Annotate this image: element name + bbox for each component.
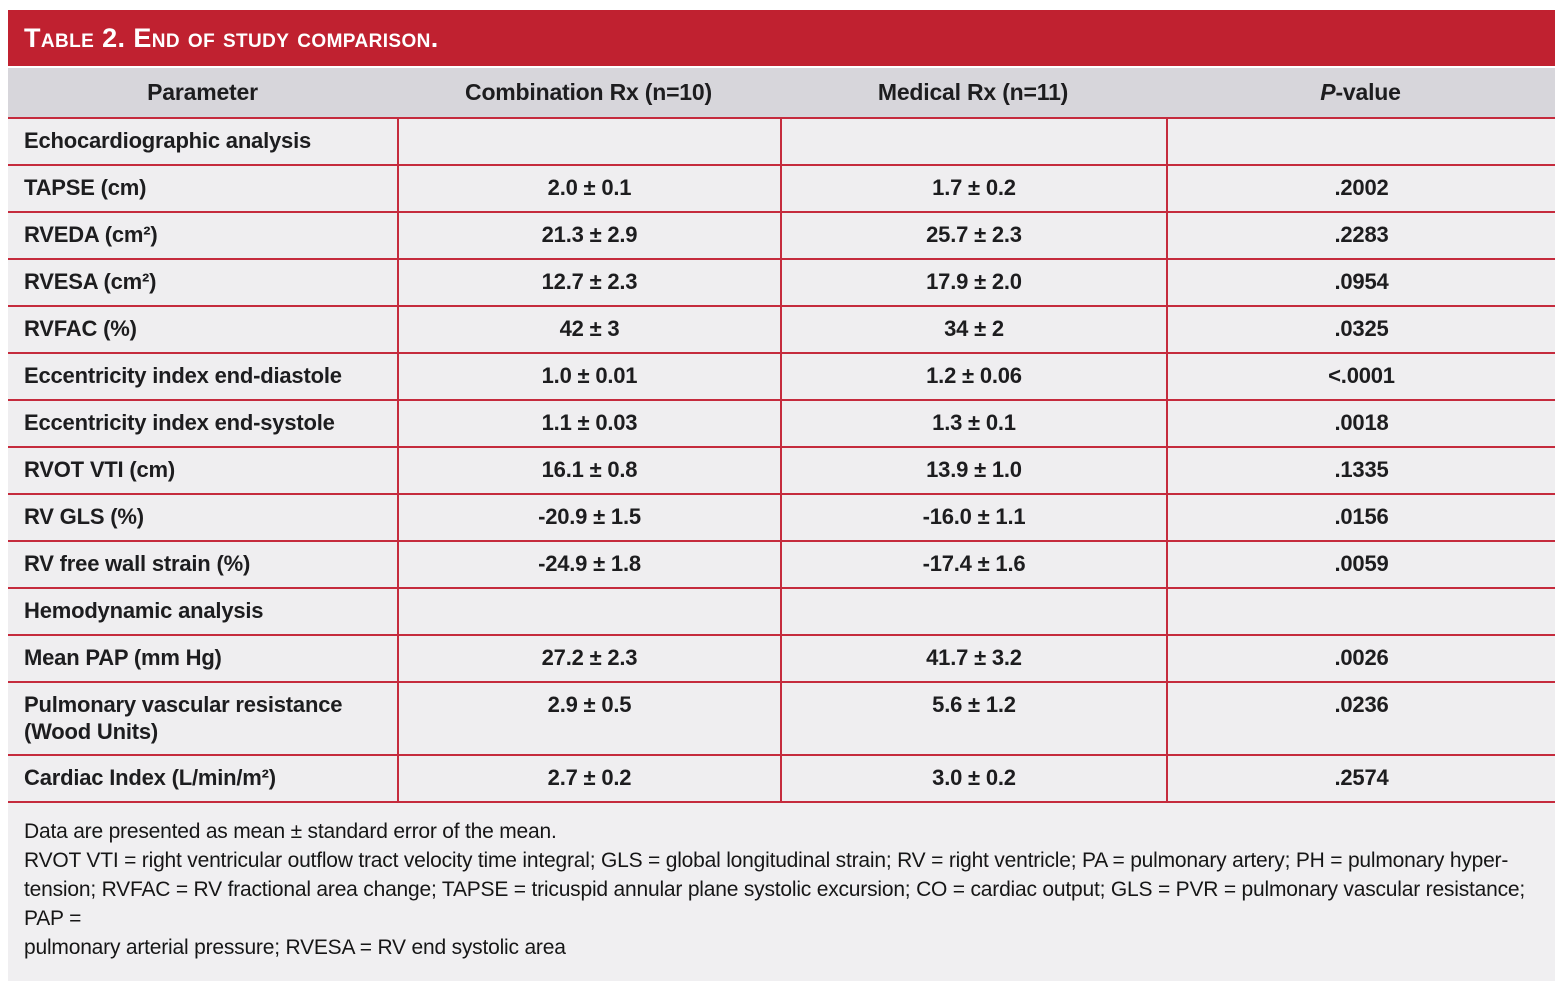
table-row: RVOT VTI (cm) 16.1 ± 0.8 13.9 ± 1.0.1335 [8, 448, 1555, 495]
row-parameter-label: Eccentricity index end-systole [24, 410, 335, 436]
p-value-cell: .0325 [1166, 307, 1555, 352]
combination-rx-value: 1.0 ± 0.01 [397, 354, 780, 399]
medical-rx-value: 1.7 ± 0.2 [780, 166, 1166, 211]
combination-rx-value: 2.9 ± 0.5 [397, 683, 780, 754]
p-value-cell: .0236 [1166, 683, 1555, 754]
p-value-rest: -value [1335, 79, 1401, 105]
combination-rx-value: -24.9 ± 1.8 [397, 542, 780, 587]
p-value-cell: .0059 [1166, 542, 1555, 587]
row-parameter-label: RVFAC (%) [24, 316, 137, 342]
footnote-line: pulmonary arterial pressure; RVESA = RV … [24, 935, 566, 959]
row-parameter-label: Hemodynamic analysis [24, 598, 264, 624]
p-value-italic-letter: P [1320, 79, 1336, 105]
p-value-cell [1166, 589, 1555, 634]
p-value-cell: .0954 [1166, 260, 1555, 305]
p-value-cell: <.0001 [1166, 354, 1555, 399]
combination-rx-value: 2.7 ± 0.2 [397, 756, 780, 801]
p-value-cell: .2283 [1166, 213, 1555, 258]
row-parameter-label: Cardiac Index (L/min/m²) [24, 765, 276, 791]
table-row: Eccentricity index end-diastole 1.0 ± 0.0… [8, 354, 1555, 401]
row-parameter-label: RV GLS (%) [24, 504, 144, 530]
row-parameter-label: TAPSE (cm) [24, 175, 147, 201]
medical-rx-value: 3.0 ± 0.2 [780, 756, 1166, 801]
medical-rx-value: 25.7 ± 2.3 [780, 213, 1166, 258]
table-figure: Table 2. End of study comparison. Parame… [8, 10, 1555, 981]
p-value-cell: .0156 [1166, 495, 1555, 540]
table-title: Table 2. End of study comparison. [24, 22, 439, 53]
table-row: RV free wall strain (%) -24.9 ± 1.8 -17.4 … [8, 542, 1555, 589]
medical-rx-value: 34 ± 2 [780, 307, 1166, 352]
table-footnote: Data are presented as mean ± standard er… [8, 803, 1555, 981]
row-parameter-label: Pulmonary vascular resistance (Wood Unit… [24, 692, 343, 744]
medical-rx-value: 41.7 ± 3.2 [780, 636, 1166, 681]
p-value-cell [1166, 119, 1555, 164]
footnote-line: RVOT VTI = right ventricular outflow tra… [24, 848, 1509, 872]
medical-rx-value: 17.9 ± 2.0 [780, 260, 1166, 305]
row-parameter-label: Mean PAP (mm Hg) [24, 645, 222, 671]
row-parameter-label: RV free wall strain (%) [24, 551, 251, 577]
header-parameter: Parameter [147, 79, 258, 105]
medical-rx-value: -17.4 ± 1.6 [780, 542, 1166, 587]
combination-rx-value: 42 ± 3 [397, 307, 780, 352]
table-row: RV GLS (%) -20.9 ± 1.5 -16.0 ± 1.1.0156 [8, 495, 1555, 542]
medical-rx-value: 13.9 ± 1.0 [780, 448, 1166, 493]
section-row: Echocardiographic analysis [8, 119, 1555, 166]
medical-rx-value: 1.2 ± 0.06 [780, 354, 1166, 399]
footnote-line: Data are presented as mean ± standard er… [24, 820, 557, 843]
row-parameter-label: Eccentricity index end-diastole [24, 363, 342, 389]
row-parameter-label: RVEDA (cm²) [24, 222, 158, 248]
table-row: Cardiac Index (L/min/m²) 2.7 ± 0.2 3.0 ± 0… [8, 756, 1555, 803]
table-row: RVEDA (cm²) 21.3 ± 2.9 25.7 ± 2.3.2283 [8, 213, 1555, 260]
header-medical-rx: Medical Rx (n=11) [877, 79, 1069, 105]
header-combination-rx: Combination Rx (n=10) [465, 79, 712, 105]
p-value-cell: .0018 [1166, 401, 1555, 446]
combination-rx-value: 27.2 ± 2.3 [397, 636, 780, 681]
p-value-cell: .2002 [1166, 166, 1555, 211]
p-value-cell: .2574 [1166, 756, 1555, 801]
p-value-cell: .1335 [1166, 448, 1555, 493]
combination-rx-value: -20.9 ± 1.5 [397, 495, 780, 540]
table-row: RVESA (cm²) 12.7 ± 2.3 17.9 ± 2.0.0954 [8, 260, 1555, 307]
table-title-bar: Table 2. End of study comparison. [8, 10, 1555, 66]
combination-rx-value: 12.7 ± 2.3 [397, 260, 780, 305]
row-parameter-label: Echocardiographic analysis [24, 128, 312, 154]
p-value-cell: .0026 [1166, 636, 1555, 681]
header-p-value: P-value [1166, 79, 1555, 106]
row-parameter-label: RVOT VTI (cm) [24, 457, 176, 483]
medical-rx-value [780, 589, 1166, 634]
table-row: RVFAC (%) 42 ± 3 34 ± 2.0325 [8, 307, 1555, 354]
medical-rx-value: 5.6 ± 1.2 [780, 683, 1166, 754]
section-row: Hemodynamic analysis [8, 589, 1555, 636]
row-parameter-label: RVESA (cm²) [24, 269, 157, 295]
combination-rx-value: 2.0 ± 0.1 [397, 166, 780, 211]
medical-rx-value [780, 119, 1166, 164]
table-body: Echocardiographic analysis TAPSE (cm) 2.0 … [8, 119, 1555, 803]
combination-rx-value: 21.3 ± 2.9 [397, 213, 780, 258]
table-row: Eccentricity index end-systole 1.1 ± 0.03… [8, 401, 1555, 448]
combination-rx-value: 1.1 ± 0.03 [397, 401, 780, 446]
table-row: Mean PAP (mm Hg) 27.2 ± 2.3 41.7 ± 3.2.002… [8, 636, 1555, 683]
combination-rx-value: 16.1 ± 0.8 [397, 448, 780, 493]
medical-rx-value: 1.3 ± 0.1 [780, 401, 1166, 446]
table-header-row: Parameter Combination Rx (n=10) Medical … [8, 68, 1555, 119]
table-row: TAPSE (cm) 2.0 ± 0.1 1.7 ± 0.2.2002 [8, 166, 1555, 213]
medical-rx-value: -16.0 ± 1.1 [780, 495, 1166, 540]
table-row: Pulmonary vascular resistance (Wood Unit… [8, 683, 1555, 756]
footnote-line: tension; RVFAC = RV fractional area chan… [24, 877, 1526, 930]
combination-rx-value [397, 589, 780, 634]
combination-rx-value [397, 119, 780, 164]
